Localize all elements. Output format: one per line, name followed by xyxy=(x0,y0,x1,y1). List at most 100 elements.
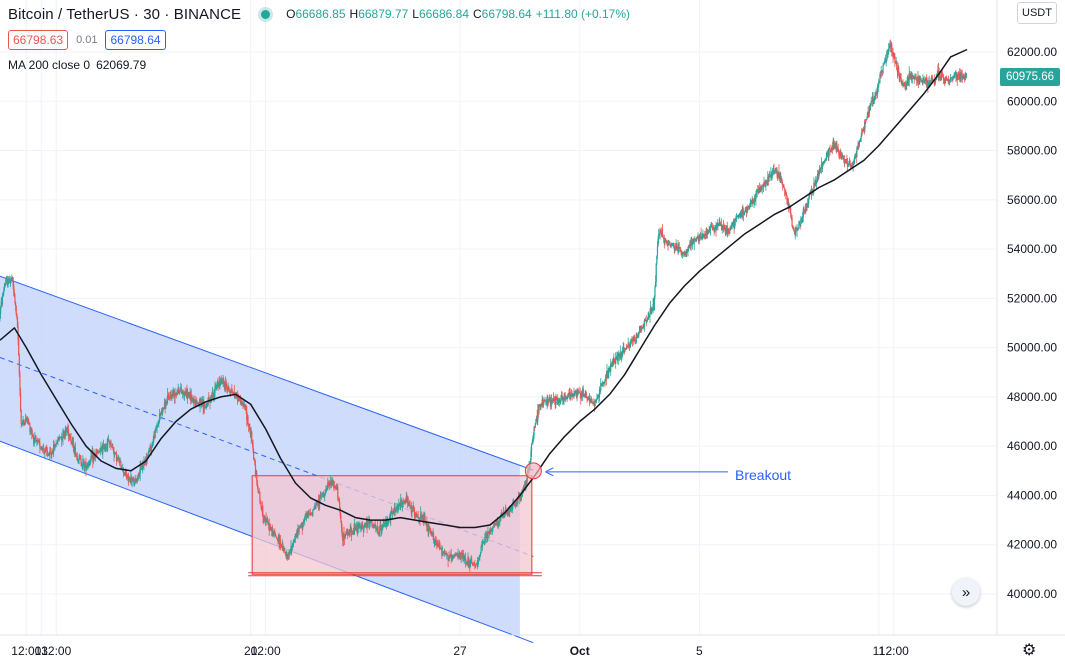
candle-body xyxy=(388,520,390,522)
candle-body xyxy=(916,80,918,81)
gear-icon[interactable]: ⚙ xyxy=(1022,642,1037,659)
candle-body xyxy=(175,393,177,395)
candle-body xyxy=(131,479,133,483)
candle-body xyxy=(558,399,560,401)
candle-body xyxy=(840,150,842,158)
price-tick-label: 44000.00 xyxy=(1007,488,1057,502)
candle-body xyxy=(169,394,171,399)
candle-body xyxy=(582,388,584,396)
candle-body xyxy=(22,419,24,423)
candle-body xyxy=(38,442,40,444)
candle-body xyxy=(5,283,7,285)
candle-body xyxy=(294,538,296,542)
candle-body xyxy=(387,519,389,525)
candle-body xyxy=(251,431,253,441)
buy-price-button[interactable]: 66798.64 xyxy=(105,30,166,50)
candle-body xyxy=(286,554,288,558)
candle-body xyxy=(688,245,690,247)
candle-body xyxy=(557,399,559,404)
candle-body xyxy=(522,489,524,491)
candle-body xyxy=(701,235,703,238)
candle-body xyxy=(330,480,333,486)
candle-body xyxy=(358,524,360,526)
candle-body xyxy=(481,542,483,548)
candle-body xyxy=(590,399,592,401)
candle-body xyxy=(220,377,222,385)
candle-body xyxy=(892,52,894,58)
candle-body xyxy=(858,142,860,146)
candle-body xyxy=(878,81,880,87)
candle-body xyxy=(413,508,416,516)
candle-body xyxy=(888,46,890,49)
candle-body xyxy=(76,456,78,461)
candle-body xyxy=(786,195,788,205)
candle-body xyxy=(14,302,17,307)
candle-body xyxy=(282,548,285,551)
candle-body xyxy=(248,425,250,428)
candle-body xyxy=(157,424,159,427)
candle-body xyxy=(726,225,728,234)
candle-body xyxy=(775,169,778,173)
candle-body xyxy=(747,207,749,210)
price-tick-label: 46000.00 xyxy=(1007,439,1057,453)
scroll-to-realtime-button[interactable]: » xyxy=(952,578,980,606)
candle-body xyxy=(530,451,532,462)
candle-body xyxy=(343,532,345,536)
candle-body xyxy=(243,404,245,407)
sell-price-button[interactable]: 66798.63 xyxy=(8,30,69,50)
candle-body xyxy=(97,451,100,453)
indicator-legend[interactable]: MA 200 close 0 62069.79 xyxy=(8,58,630,72)
candle-body xyxy=(167,394,169,398)
candle-body xyxy=(658,233,660,235)
candle-body xyxy=(743,212,745,215)
candle-body xyxy=(247,416,249,425)
candle-body xyxy=(186,393,189,399)
candle-body xyxy=(756,189,758,194)
candle-body xyxy=(69,433,71,439)
candle-body xyxy=(629,343,631,346)
candle-body xyxy=(373,525,376,528)
candle-body xyxy=(241,403,244,405)
candle-body xyxy=(464,557,467,562)
candle-body xyxy=(418,517,420,519)
currency-button[interactable]: USDT xyxy=(1017,2,1057,24)
candle-body xyxy=(274,533,277,536)
candle-body xyxy=(730,225,732,230)
candle-body xyxy=(587,397,589,399)
candle-body xyxy=(817,174,819,177)
candle-body xyxy=(140,466,143,470)
candle-body xyxy=(709,226,712,231)
candle-body xyxy=(726,225,728,229)
candle-body xyxy=(597,397,599,399)
candle-body xyxy=(300,524,302,528)
candle-body xyxy=(946,79,948,81)
candle-body xyxy=(799,223,801,225)
candle-body xyxy=(514,503,516,505)
candle-body xyxy=(63,433,65,436)
candle-body xyxy=(338,499,340,502)
candle-body xyxy=(71,441,73,443)
candle-body xyxy=(717,224,720,227)
candle-body xyxy=(239,398,241,401)
candle-body xyxy=(522,487,525,491)
candle-body xyxy=(610,363,612,372)
candle-body xyxy=(428,527,430,532)
candle-body xyxy=(134,478,136,482)
symbol-title[interactable]: Bitcoin / TetherUS · 30 · BINANCE xyxy=(8,5,242,23)
candle-body xyxy=(614,362,616,364)
candle-body xyxy=(909,73,911,75)
candle-body xyxy=(623,351,626,352)
candle-body xyxy=(724,226,726,231)
candle-body xyxy=(223,379,225,384)
candle-body xyxy=(544,400,546,402)
candle-body xyxy=(641,326,644,329)
candle-body xyxy=(497,523,500,525)
candle-body xyxy=(554,398,556,402)
candle-body xyxy=(615,356,617,358)
candle-body xyxy=(737,214,740,218)
candle-body xyxy=(582,388,584,397)
candle-body xyxy=(365,523,367,527)
candle-body xyxy=(883,61,885,65)
candle-body xyxy=(962,75,965,78)
